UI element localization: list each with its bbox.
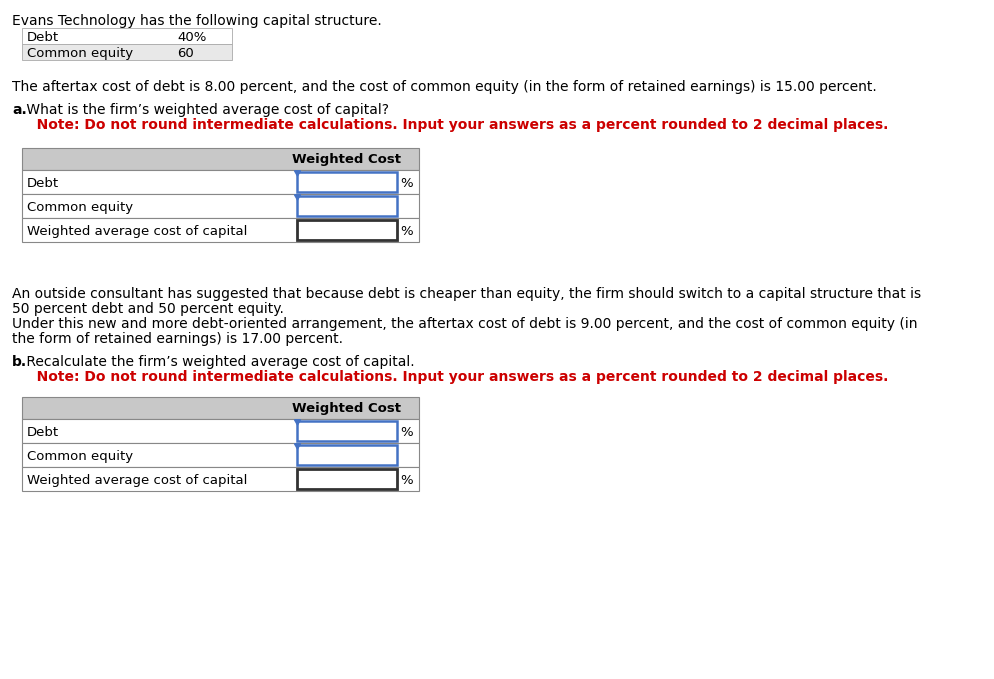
- Text: Evans Technology has the following capital structure.: Evans Technology has the following capit…: [12, 14, 382, 28]
- Text: %: %: [400, 426, 413, 439]
- Text: Weighted average cost of capital: Weighted average cost of capital: [27, 474, 248, 487]
- Text: Debt: Debt: [27, 426, 59, 439]
- Text: %: %: [400, 474, 413, 487]
- Text: What is the firm’s weighted average cost of capital?: What is the firm’s weighted average cost…: [22, 103, 389, 117]
- Bar: [22, 397, 418, 419]
- Bar: [296, 196, 397, 216]
- Text: %: %: [400, 225, 413, 238]
- Text: Recalculate the firm’s weighted average cost of capital.: Recalculate the firm’s weighted average …: [22, 355, 414, 369]
- Text: 40%: 40%: [177, 31, 206, 44]
- Text: Note: Do not round intermediate calculations. Input your answers as a percent ro: Note: Do not round intermediate calculat…: [22, 118, 888, 132]
- Bar: [22, 170, 418, 194]
- Bar: [22, 194, 418, 218]
- Text: Note: Do not round intermediate calculations. Input your answers as a percent ro: Note: Do not round intermediate calculat…: [22, 370, 888, 384]
- Text: 50 percent debt and 50 percent equity.: 50 percent debt and 50 percent equity.: [12, 302, 283, 316]
- Text: 60: 60: [177, 47, 194, 60]
- Text: the form of retained earnings) is 17.00 percent.: the form of retained earnings) is 17.00 …: [12, 332, 343, 346]
- Text: a.: a.: [12, 103, 27, 117]
- Bar: [22, 443, 418, 467]
- Bar: [296, 172, 397, 192]
- Bar: [296, 220, 397, 240]
- Text: b.: b.: [12, 355, 27, 369]
- Bar: [22, 148, 418, 170]
- Bar: [296, 469, 397, 489]
- Text: Weighted Cost: Weighted Cost: [292, 402, 402, 415]
- Bar: [296, 469, 397, 489]
- Text: Common equity: Common equity: [27, 201, 133, 214]
- Text: An outside consultant has suggested that because debt is cheaper than equity, th: An outside consultant has suggested that…: [12, 287, 920, 301]
- Bar: [296, 421, 397, 441]
- Bar: [22, 44, 232, 60]
- Text: Common equity: Common equity: [27, 47, 133, 60]
- Text: The aftertax cost of debt is 8.00 percent, and the cost of common equity (in the: The aftertax cost of debt is 8.00 percen…: [12, 80, 876, 94]
- Text: Under this new and more debt-oriented arrangement, the aftertax cost of debt is : Under this new and more debt-oriented ar…: [12, 317, 916, 331]
- Text: Weighted Cost: Weighted Cost: [292, 153, 402, 166]
- Text: Debt: Debt: [27, 177, 59, 190]
- Bar: [22, 218, 418, 242]
- Text: %: %: [400, 177, 413, 190]
- Bar: [22, 419, 418, 443]
- Bar: [296, 220, 397, 240]
- Bar: [22, 467, 418, 491]
- Bar: [296, 445, 397, 465]
- Text: Debt: Debt: [27, 31, 59, 44]
- Bar: [22, 28, 232, 44]
- Text: Weighted average cost of capital: Weighted average cost of capital: [27, 225, 248, 238]
- Text: Common equity: Common equity: [27, 450, 133, 463]
